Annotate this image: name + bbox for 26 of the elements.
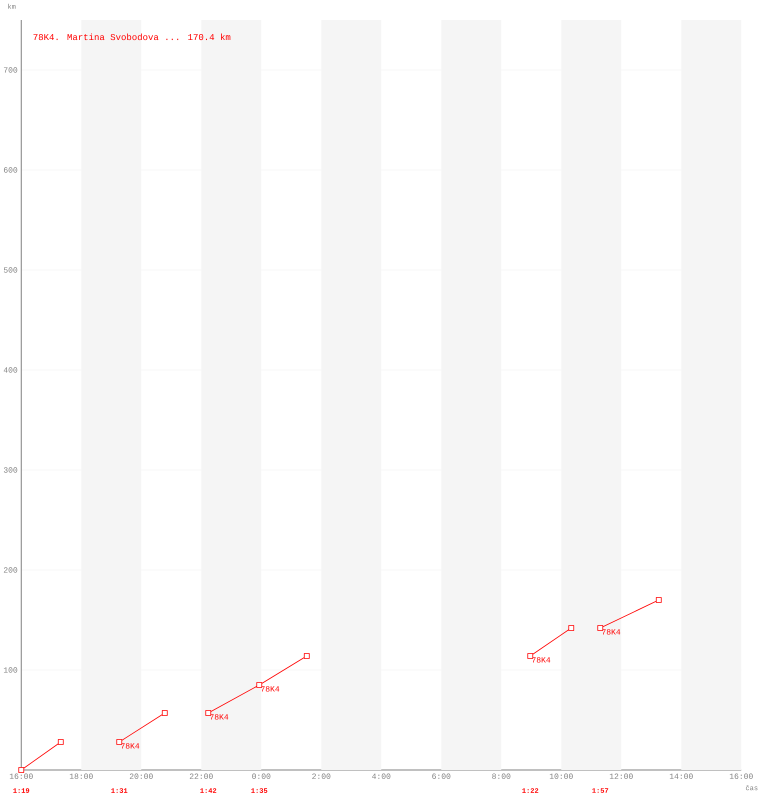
y-tick-label: 600: [4, 167, 18, 173]
x-tick-label: 6:00: [432, 774, 450, 779]
y-tick-label: 400: [4, 367, 18, 373]
y-tick-label: 300: [4, 467, 18, 473]
x-tick-label: 12:00: [610, 774, 633, 779]
annotation: 78K4: [120, 743, 140, 749]
x-tick-label: 0:00: [252, 774, 270, 779]
x-tick-label: 16:00: [730, 774, 753, 779]
x-tick-label: 4:00: [372, 774, 390, 779]
text: 78K4. Martina Svobodova ... 170.4 km: [33, 34, 230, 40]
x-tick-label: 8:00: [492, 774, 510, 779]
annotation: 78K4: [260, 686, 280, 692]
x-tick-label: 20:00: [130, 774, 153, 779]
x-tick-label: 14:00: [670, 774, 693, 779]
x-tick-label: 2:00: [312, 774, 330, 779]
y-tick-label: 700: [4, 67, 18, 73]
y-tick-label: 500: [4, 267, 18, 273]
y-tick-label: 200: [4, 567, 18, 573]
annotation: 78K4: [602, 629, 620, 635]
annotation: 78K4: [532, 657, 550, 663]
x-tick-label: 18:00: [70, 774, 93, 779]
x-tick-label: 10:00: [550, 774, 573, 779]
x-tick-label: 16:00: [10, 774, 33, 779]
annotation: 78K4: [210, 714, 228, 720]
x-tick-label: 22:00: [190, 774, 213, 779]
y-tick-label: 100: [4, 667, 18, 673]
